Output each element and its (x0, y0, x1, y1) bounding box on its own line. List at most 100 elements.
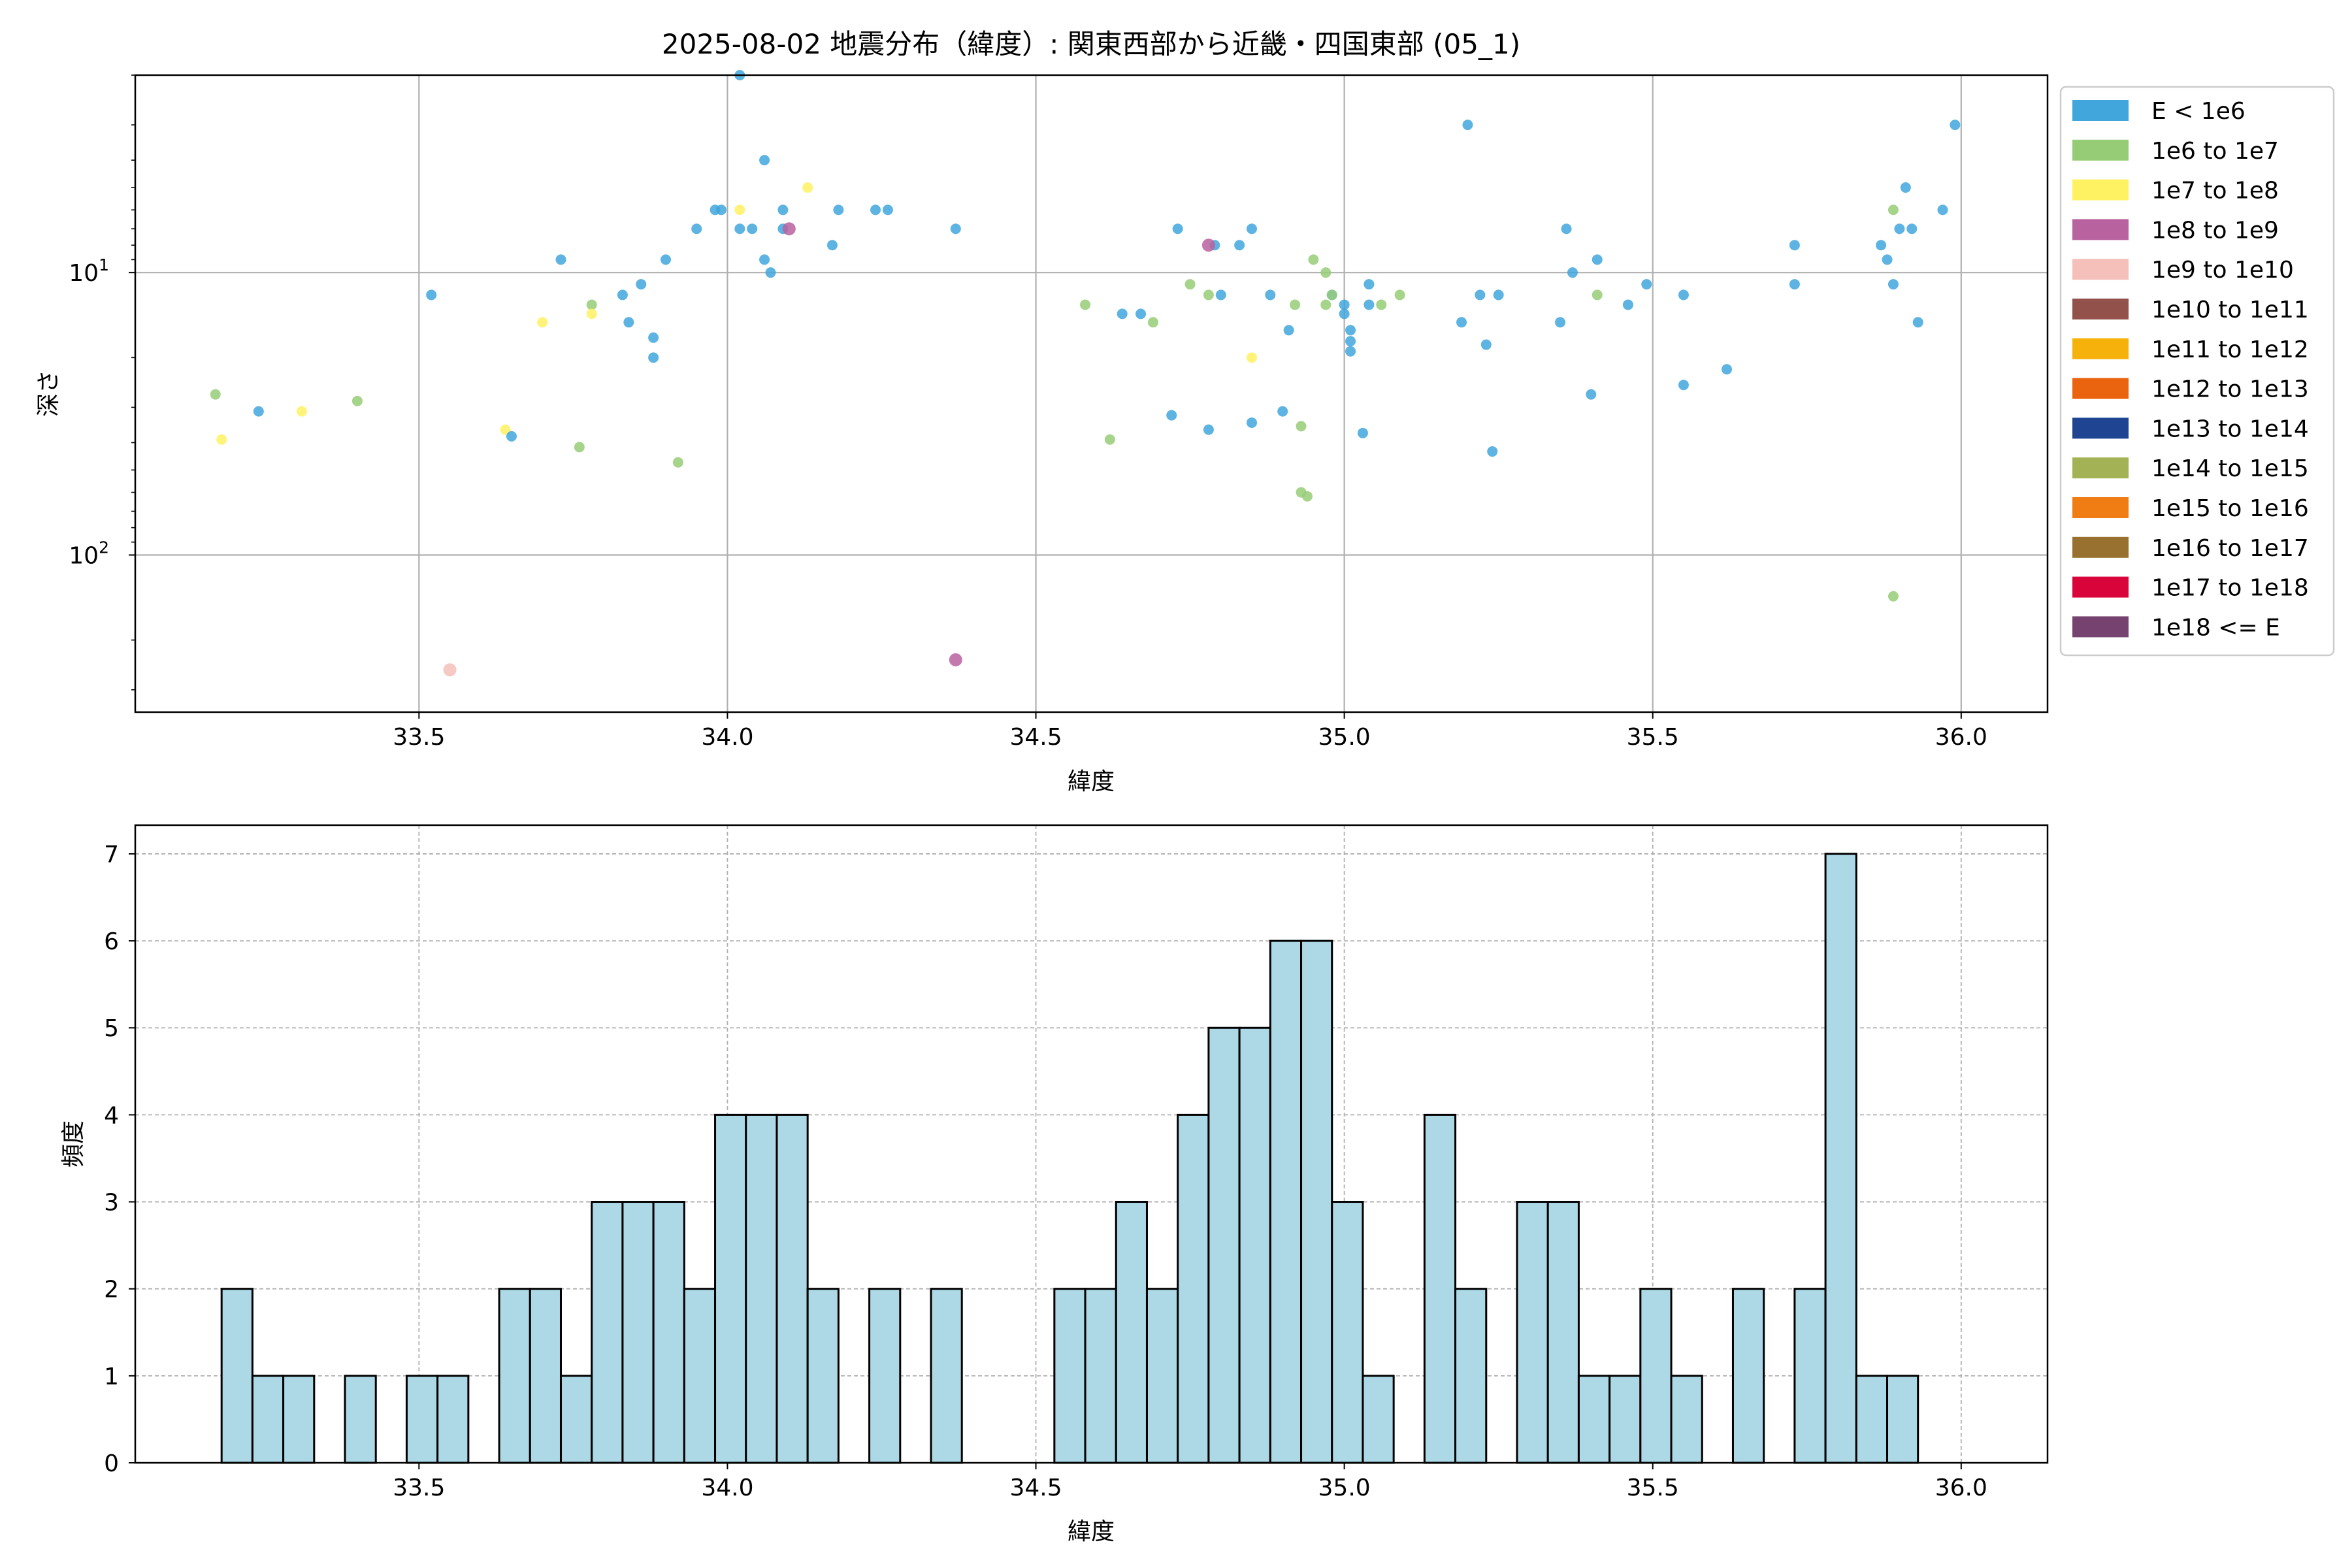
scatter-point (1364, 279, 1375, 290)
histogram-y-tick-label: 7 (104, 841, 119, 868)
scatter-point (1117, 308, 1128, 319)
histogram-x-tick-label: 34.5 (1009, 1475, 1062, 1501)
histogram-bar (436, 1375, 470, 1464)
histogram-bar (776, 1113, 809, 1464)
scatter-plot-area (134, 74, 2049, 713)
legend-label: 1e17 to 1e18 (2151, 575, 2309, 602)
legend-label: 1e14 to 1e15 (2151, 455, 2309, 482)
legend-swatch (2072, 299, 2129, 319)
histogram-bar (806, 1288, 840, 1464)
scatter-x-tick-label: 35.0 (1318, 724, 1371, 751)
scatter-point (870, 204, 881, 216)
legend-swatch (2072, 378, 2129, 399)
scatter-point (1456, 317, 1467, 328)
legend-label: 1e10 to 1e11 (2151, 297, 2309, 323)
scatter-point (1296, 421, 1307, 432)
histogram-bar (1300, 939, 1333, 1464)
legend-label: 1e7 to 1e8 (2151, 178, 2279, 204)
histogram-bar (1145, 1288, 1179, 1464)
scatter-point (1555, 317, 1566, 328)
scatter-point (1894, 223, 1905, 235)
scatter-point (1567, 267, 1578, 278)
scatter-point (586, 308, 597, 319)
scatter-point (661, 254, 672, 265)
scatter-point (672, 457, 683, 468)
legend-swatch (2072, 259, 2129, 280)
histogram-bar (1670, 1375, 1703, 1464)
legend-box (2059, 86, 2335, 657)
scatter-point (1906, 223, 1918, 235)
scatter-point (802, 182, 813, 193)
scatter-point (500, 424, 511, 435)
scatter-point (537, 317, 548, 328)
scatter-point (586, 299, 597, 310)
histogram-bar (559, 1375, 593, 1464)
scatter-point (1480, 339, 1492, 350)
scatter-point (1246, 223, 1257, 235)
histogram-bar (1331, 1201, 1364, 1464)
scatter-point (351, 395, 363, 406)
legend-swatch (2072, 576, 2129, 598)
histogram-x-tick-label: 35.0 (1318, 1475, 1371, 1501)
scatter-point (1887, 591, 1899, 602)
histogram-y-ticks: 0 1 2 3 4 5 6 7 (104, 841, 135, 1477)
histogram-y-tick-label: 2 (104, 1277, 119, 1303)
scatter-point (1320, 267, 1331, 278)
histogram-bar (1362, 1375, 1395, 1464)
scatter-point (1283, 325, 1294, 336)
legend-label: 1e18 <= E (2151, 614, 2280, 641)
histogram-bar (745, 1113, 778, 1464)
scatter-x-tick-label: 36.0 (1935, 724, 1987, 751)
scatter-point (826, 240, 838, 251)
legend-label: 1e8 to 1e9 (2151, 217, 2279, 244)
scatter-point (747, 223, 758, 235)
scatter-x-tick-label: 34.0 (701, 724, 753, 751)
scatter-point (734, 223, 745, 235)
scatter-point (1592, 289, 1603, 301)
histogram-x-ticks: 33.5 34.0 34.5 35.0 35.5 36.0 (393, 1463, 1987, 1501)
scatter-point (574, 442, 585, 453)
scatter-point (296, 406, 307, 417)
histogram-bar (1207, 1026, 1241, 1464)
scatter-point (1937, 204, 1948, 216)
scatter-point (1394, 289, 1405, 301)
histogram-bar (1731, 1288, 1765, 1464)
scatter-point (1301, 491, 1313, 502)
histogram-bar (714, 1113, 747, 1464)
scatter-point (506, 431, 517, 442)
histogram-bar (1824, 853, 1857, 1464)
histogram-bar (344, 1375, 377, 1464)
legend-swatch (2072, 417, 2129, 439)
scatter-point (1376, 299, 1387, 310)
scatter-point (1887, 204, 1899, 216)
scatter-point (1789, 240, 1800, 251)
scatter-point (1876, 240, 1887, 251)
scatter-y-tick-label: 101 (69, 255, 109, 287)
scatter-point (759, 254, 770, 265)
histogram-bar (1454, 1288, 1488, 1464)
scatter-point (1592, 254, 1603, 265)
legend-swatch (2072, 616, 2129, 638)
scatter-points (210, 70, 1961, 677)
legend-swatch (2072, 219, 2129, 240)
histogram-bar (1177, 1113, 1210, 1464)
scatter-point (1641, 279, 1652, 290)
histogram-bar (1084, 1288, 1117, 1464)
scatter-point (1561, 223, 1572, 235)
legend-label: 1e11 to 1e12 (2151, 336, 2309, 363)
legend-label: 1e15 to 1e16 (2151, 495, 2309, 522)
histogram-bar (868, 1288, 902, 1464)
scatter-point (1364, 299, 1375, 310)
scatter-point (1345, 325, 1356, 336)
scatter-point (443, 663, 457, 677)
histogram-bar (1793, 1288, 1827, 1464)
scatter-point (1184, 279, 1196, 290)
legend-swatch (2072, 139, 2129, 161)
scatter-point (691, 223, 702, 235)
histogram-x-tick-label: 36.0 (1935, 1475, 1987, 1501)
scatter-point (1345, 346, 1356, 357)
scatter-point (1246, 417, 1257, 428)
scatter-point (1678, 380, 1689, 391)
histogram-bar (1269, 939, 1303, 1464)
scatter-point (1277, 406, 1288, 417)
